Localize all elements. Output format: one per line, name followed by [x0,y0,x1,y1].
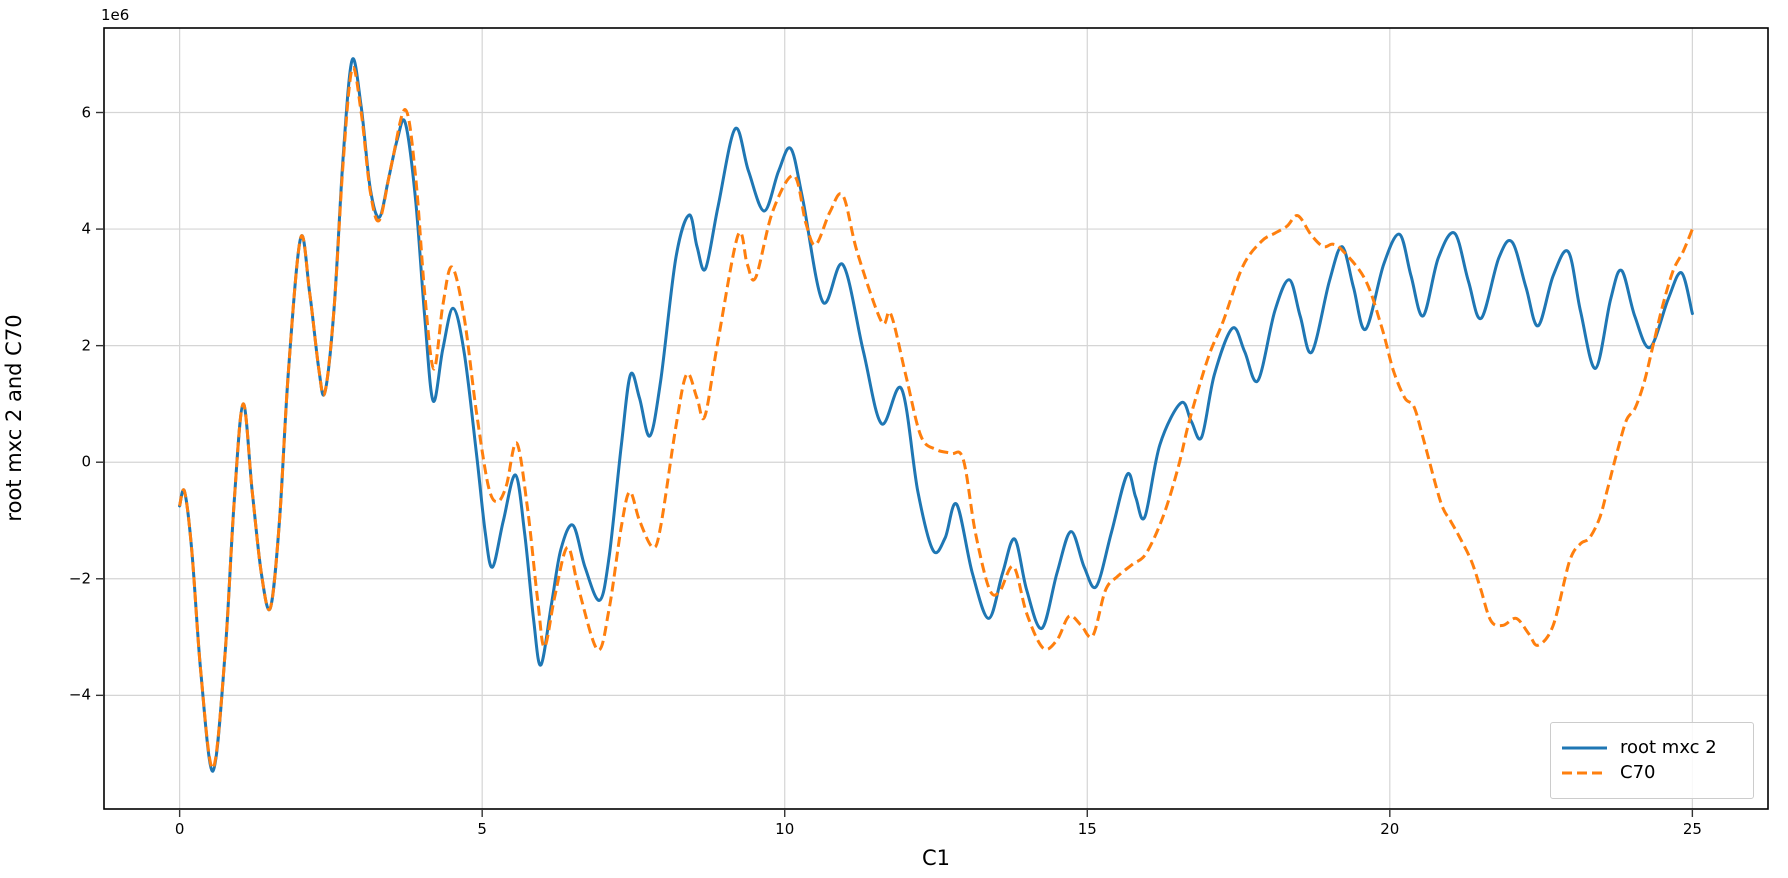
y-tick-label: 0 [81,452,91,471]
x-tick-label: 10 [775,820,795,838]
y-axis-label: root mxc 2 and C70 [2,314,26,522]
legend-label: C70 [1620,762,1656,783]
legend-entry-c70: C70 [1561,764,1743,782]
x-tick-label: 0 [174,820,185,838]
legend: root mxc 2 C70 [1550,722,1754,799]
y-tick-label: 4 [81,219,91,238]
y-tick-label: −4 [68,685,91,704]
legend-label: root mxc 2 [1620,737,1717,758]
legend-line-dashed-icon [1562,771,1607,775]
x-tick-label: 15 [1077,820,1097,838]
y-tick-label: 6 [81,103,91,121]
y-tick-label: −2 [68,569,91,588]
plot-spines [103,27,1769,810]
x-tick-label: 25 [1682,820,1702,838]
x-tick-label: 20 [1380,820,1400,838]
y-axis-offset-text: 1e6 [101,6,130,24]
legend-line-solid-icon [1562,746,1607,750]
series-line-c70 [178,65,1694,770]
y-tick-label: 2 [81,336,91,355]
x-axis-label: C1 [921,846,951,870]
x-tick-label: 5 [477,820,487,838]
series-line-root-mxc-2 [178,57,1694,773]
legend-entry-root-mxc-2: root mxc 2 [1561,739,1743,757]
